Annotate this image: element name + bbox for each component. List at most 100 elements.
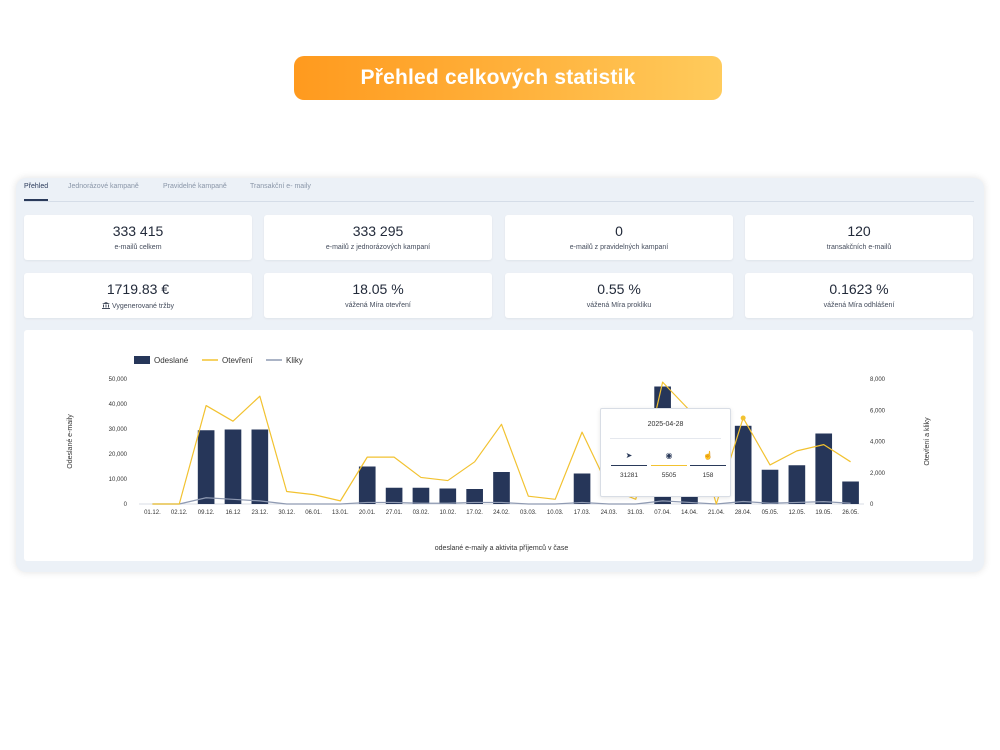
tooltip-opens: ◉ 5505: [651, 451, 687, 479]
stat-label-row: Vygenerované tržby: [24, 302, 252, 310]
tooltip-clicks-value: 158: [702, 472, 714, 479]
y-axis-title: Odeslané e-maily: [67, 414, 74, 469]
stat-label: e-mailů celkem: [114, 244, 162, 251]
opens-line: [152, 381, 851, 505]
tooltip-clicks: ☝ 158: [690, 451, 726, 479]
tooltip-sent-line: [611, 465, 647, 466]
stat-card-total-emails: 333 415 e-mailů celkem: [24, 215, 252, 260]
stat-label: vážená Míra otevření: [345, 302, 411, 309]
x-tick-label: 13.01.: [332, 510, 349, 516]
page-banner: Přehled celkových statistik: [294, 56, 722, 100]
tooltip-opens-line: [651, 465, 687, 466]
x-tick-label: 24.03.: [601, 510, 618, 516]
x-tick-label: 26.05.: [842, 510, 859, 516]
tooltip-divider: [610, 438, 721, 439]
bar: [412, 487, 430, 504]
x-tick-label: 30.12.: [278, 510, 295, 516]
x-tick-label: 02.12.: [171, 510, 188, 516]
y2-tick-label: 0: [870, 502, 874, 508]
chart-svg: 0 10,000 20,000 30,000 40,000 50,000 0 2,000 4,0…: [67, 356, 931, 552]
tooltip-sent: ➤ 31281: [611, 451, 647, 479]
stat-card-regular-emails: 0 e-mailů z pravidelných kampaní: [505, 215, 733, 260]
stat-label: transakčních e-mailů: [826, 244, 892, 251]
bar: [815, 433, 833, 504]
bar: [385, 487, 403, 504]
tab-one-time-campaigns[interactable]: Jednorázové kampaně: [68, 183, 139, 190]
bar: [734, 425, 752, 504]
stat-card-one-time-emails: 333 295 e-mailů z jednorázových kampaní: [264, 215, 492, 260]
bar: [842, 481, 859, 504]
bar: [761, 469, 779, 504]
x-axis-title: odeslané e-maily a aktivita příjemců v č…: [435, 544, 569, 552]
bar: [251, 429, 269, 504]
stat-value: 0.1623 %: [829, 281, 889, 297]
eye-icon: ◉: [665, 451, 673, 460]
stat-label: vážená Míra odhlášení: [823, 302, 895, 309]
bar: [358, 466, 376, 504]
x-tick-label: 31.03.: [627, 510, 644, 516]
stat-value: 18.05 %: [352, 281, 404, 297]
stat-label: e-mailů z jednorázových kampaní: [325, 244, 431, 251]
legend-sent-swatch: [134, 356, 150, 364]
x-tick-label: 17.03.: [574, 510, 591, 516]
y-tick-label: 50,000: [109, 377, 128, 383]
y-tick-label: 40,000: [109, 402, 128, 408]
x-tick-label: 01.12.: [144, 510, 161, 516]
tab-regular-campaigns[interactable]: Pravidelné kampaně: [163, 183, 227, 190]
stat-value: 120: [847, 223, 871, 239]
email-activity-chart: 0 10,000 20,000 30,000 40,000 50,000 0 2,000 4,0…: [24, 330, 973, 561]
stat-value: 333 415: [112, 223, 164, 239]
stat-label: e-mailů z pravidelných kampaní: [569, 244, 669, 251]
x-tick-label: 27.01.: [386, 510, 403, 516]
y2-tick-label: 2,000: [870, 471, 886, 477]
stat-label: vážená Míra prokliku: [586, 302, 652, 309]
clicks-line: [152, 497, 851, 505]
x-tick-label: 12.05.: [789, 510, 806, 516]
y-tick-label: 20,000: [109, 452, 128, 458]
bar: [573, 473, 591, 504]
x-tick-label: 03.03.: [520, 510, 537, 516]
x-tick-label: 28.04.: [735, 510, 752, 516]
x-tick-label: 16.12: [225, 510, 241, 516]
y2-tick-label: 4,000: [870, 440, 886, 446]
y-tick-label: 0: [124, 502, 128, 508]
stat-card-click-rate: 0.55 % vážená Míra prokliku: [505, 273, 733, 318]
tooltip-opens-value: 5505: [661, 472, 677, 479]
bar: [788, 465, 806, 504]
y2-tick-label: 8,000: [870, 377, 886, 383]
bar: [439, 488, 457, 504]
x-tick-label: 24.02.: [493, 510, 510, 516]
legend-clicks-label: Kliky: [286, 356, 303, 365]
tab-overview[interactable]: Přehled: [24, 183, 49, 190]
x-tick-label: 10.02.: [439, 510, 456, 516]
bank-icon: [102, 302, 110, 309]
stat-value: 1719.83 €: [106, 281, 170, 297]
active-tab-indicator: [24, 199, 48, 201]
stat-card-unsubscribe-rate: 0.1623 % vážená Míra odhlášení: [745, 273, 973, 318]
stat-value: 0.55 %: [597, 281, 641, 297]
y2-tick-label: 6,000: [870, 408, 886, 414]
bar: [224, 429, 242, 504]
x-tick-label: 21.04.: [708, 510, 725, 516]
bar: [493, 472, 510, 504]
statistics-panel: Přehled Jednorázové kampaně Pravidelné k…: [16, 178, 984, 572]
y2-axis-title: Otevření a kliky: [924, 417, 931, 466]
click-icon: ☝: [703, 451, 713, 460]
x-tick-label: 07.04.: [654, 510, 671, 516]
bar: [466, 489, 483, 504]
legend-opens-label: Otevření: [222, 356, 253, 365]
y-tick-label: 10,000: [109, 477, 128, 483]
tooltip-date: 2025-04-28: [647, 421, 684, 428]
banner-title: Přehled celkových statistik: [360, 66, 636, 89]
tab-bar: Přehled Jednorázové kampaně Pravidelné k…: [24, 178, 974, 202]
tooltip-sent-value: 31281: [619, 472, 639, 479]
x-tick-label: 23.12.: [251, 510, 268, 516]
tab-transactional-emails[interactable]: Transakční e- maily: [250, 183, 311, 190]
x-tick-label: 03.02.: [413, 510, 430, 516]
stat-card-revenue: 1719.83 € Vygenerované tržby: [24, 273, 252, 318]
stat-card-open-rate: 18.05 % vážená Míra otevření: [264, 273, 492, 318]
x-tick-label: 20.01.: [359, 510, 376, 516]
bar: [197, 430, 215, 504]
chart-tooltip: 2025-04-28 ➤ 31281 ◉ 5505 ☝ 158: [600, 408, 731, 497]
x-tick-label: 10.03.: [547, 510, 564, 516]
